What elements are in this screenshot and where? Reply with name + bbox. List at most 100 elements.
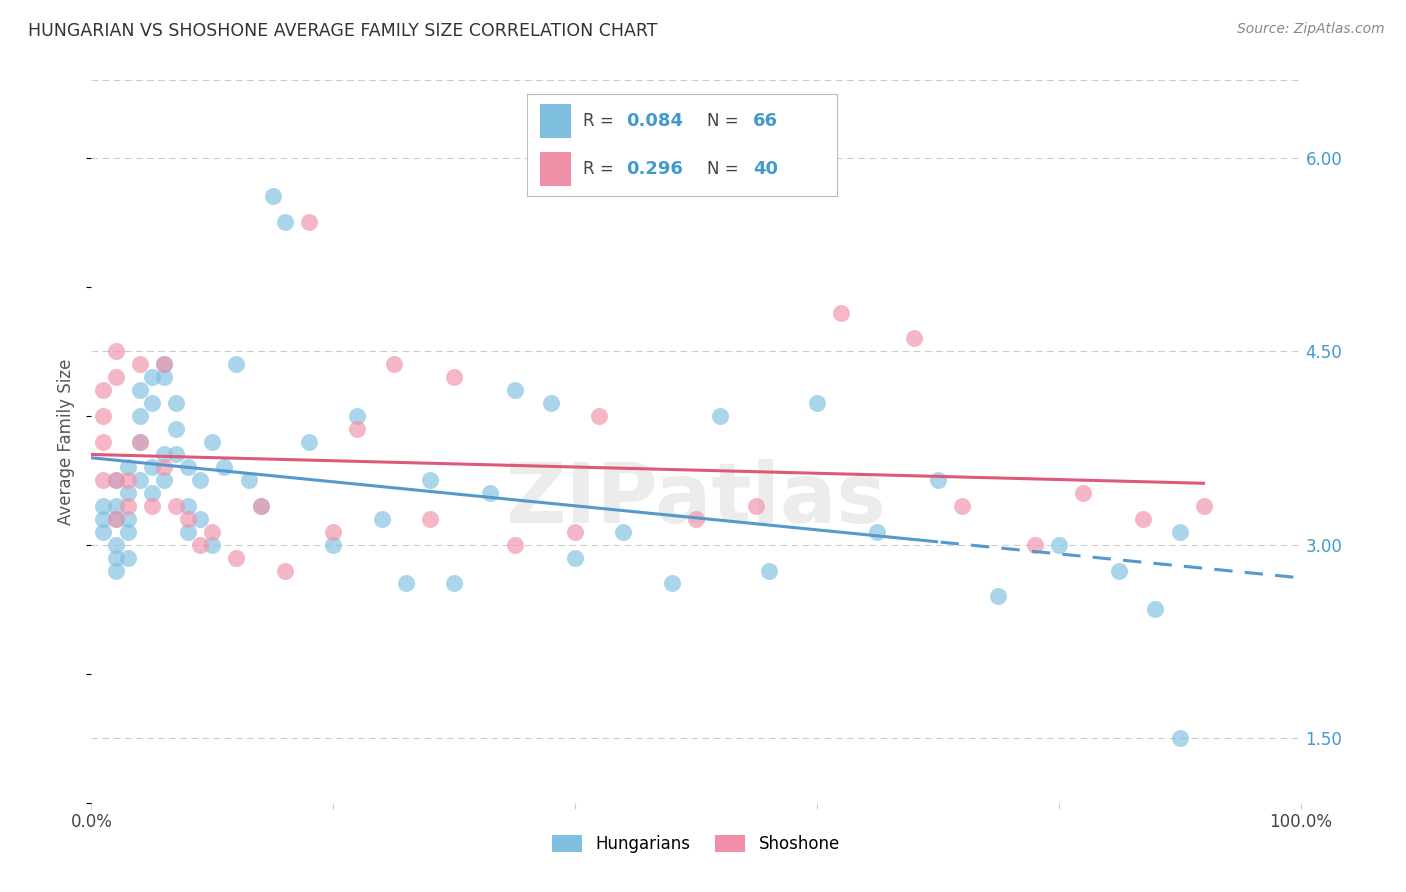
Text: 0.084: 0.084: [626, 112, 683, 130]
Point: [443, 576, 465, 591]
Point: [419, 473, 441, 487]
Point: [709, 409, 731, 423]
Text: R =: R =: [583, 112, 619, 130]
Point: [153, 473, 176, 487]
Point: [1071, 486, 1094, 500]
Point: [128, 357, 150, 371]
Point: [249, 499, 271, 513]
Point: [188, 538, 211, 552]
Point: [93, 473, 115, 487]
Text: R =: R =: [583, 160, 619, 178]
Point: [588, 409, 610, 423]
Point: [1192, 499, 1215, 513]
Point: [298, 215, 321, 229]
Point: [117, 499, 139, 513]
Bar: [540, 153, 571, 186]
Legend: Hungarians, Shoshone: Hungarians, Shoshone: [546, 828, 846, 860]
Point: [128, 383, 150, 397]
Point: [249, 499, 271, 513]
Point: [93, 409, 115, 423]
Point: [685, 512, 707, 526]
Point: [370, 512, 392, 526]
Point: [1168, 731, 1191, 746]
Point: [564, 550, 586, 565]
Point: [104, 344, 127, 359]
Point: [346, 422, 368, 436]
Point: [564, 524, 586, 539]
Text: HUNGARIAN VS SHOSHONE AVERAGE FAMILY SIZE CORRELATION CHART: HUNGARIAN VS SHOSHONE AVERAGE FAMILY SIZ…: [28, 22, 658, 40]
Point: [927, 473, 949, 487]
Point: [141, 486, 163, 500]
Point: [661, 576, 683, 591]
Point: [950, 499, 973, 513]
Point: [104, 499, 127, 513]
Point: [153, 357, 176, 371]
Point: [201, 538, 224, 552]
Point: [612, 524, 634, 539]
Text: N =: N =: [707, 160, 744, 178]
Point: [128, 473, 150, 487]
Point: [93, 524, 115, 539]
Point: [117, 486, 139, 500]
Point: [128, 434, 150, 449]
Point: [745, 499, 768, 513]
Point: [322, 538, 344, 552]
Point: [165, 447, 187, 461]
Text: Source: ZipAtlas.com: Source: ZipAtlas.com: [1237, 22, 1385, 37]
Point: [93, 499, 115, 513]
Point: [201, 524, 224, 539]
Point: [117, 512, 139, 526]
Point: [141, 460, 163, 475]
Point: [1132, 512, 1154, 526]
Point: [866, 524, 889, 539]
Point: [153, 370, 176, 384]
Point: [104, 512, 127, 526]
Point: [104, 512, 127, 526]
Point: [93, 434, 115, 449]
Point: [395, 576, 418, 591]
Point: [346, 409, 368, 423]
Point: [1108, 564, 1130, 578]
Point: [503, 383, 526, 397]
Point: [322, 524, 344, 539]
Point: [225, 357, 247, 371]
Point: [238, 473, 260, 487]
Point: [1024, 538, 1046, 552]
Point: [104, 473, 127, 487]
Point: [104, 550, 127, 565]
Text: N =: N =: [707, 112, 744, 130]
Point: [93, 383, 115, 397]
Point: [153, 460, 176, 475]
Point: [540, 396, 562, 410]
Point: [830, 305, 852, 319]
Point: [104, 473, 127, 487]
Point: [503, 538, 526, 552]
Point: [214, 460, 236, 475]
Point: [153, 447, 176, 461]
Point: [1144, 602, 1167, 616]
Point: [987, 590, 1010, 604]
Point: [104, 370, 127, 384]
Point: [479, 486, 502, 500]
Point: [1168, 524, 1191, 539]
Point: [1047, 538, 1070, 552]
Point: [117, 524, 139, 539]
Point: [758, 564, 780, 578]
Text: ZIPatlas: ZIPatlas: [506, 458, 886, 540]
Point: [177, 512, 200, 526]
Point: [104, 538, 127, 552]
Point: [93, 512, 115, 526]
Point: [419, 512, 441, 526]
Point: [177, 499, 200, 513]
Point: [225, 550, 247, 565]
Point: [117, 550, 139, 565]
Point: [201, 434, 224, 449]
Point: [274, 564, 297, 578]
Point: [165, 422, 187, 436]
Point: [443, 370, 465, 384]
Text: 0.296: 0.296: [626, 160, 683, 178]
Point: [903, 331, 925, 345]
Point: [117, 460, 139, 475]
Point: [382, 357, 405, 371]
Point: [128, 409, 150, 423]
